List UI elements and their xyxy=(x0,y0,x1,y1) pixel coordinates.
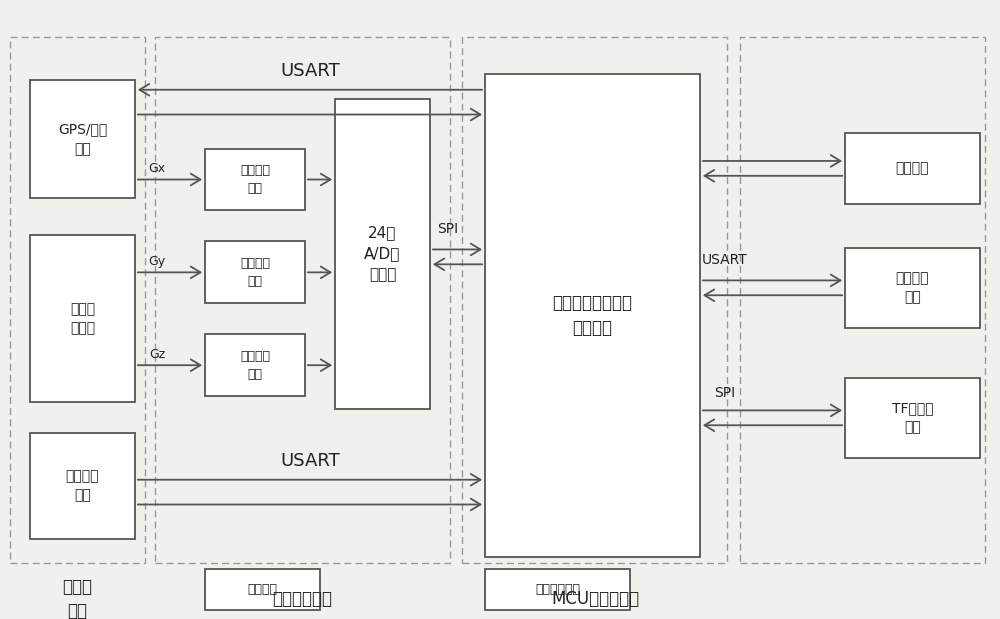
Text: Gz: Gz xyxy=(149,347,165,361)
Text: SPI: SPI xyxy=(437,222,459,236)
Bar xyxy=(30,80,135,198)
Bar xyxy=(485,74,700,557)
Text: 数据采集、处理及
姿态解算: 数据采集、处理及 姿态解算 xyxy=(552,294,633,337)
Bar xyxy=(845,133,980,204)
Text: USART: USART xyxy=(280,452,340,470)
Bar xyxy=(740,37,985,563)
Text: USART: USART xyxy=(280,62,340,80)
Bar xyxy=(335,99,430,409)
Bar xyxy=(485,569,630,610)
Text: Gx: Gx xyxy=(148,162,166,175)
Text: 矩阵键盘: 矩阵键盘 xyxy=(896,162,929,176)
Text: SPI: SPI xyxy=(714,386,736,400)
Bar xyxy=(205,334,305,396)
Text: 液晶显示
模块: 液晶显示 模块 xyxy=(896,271,929,305)
Text: 磁通门
传感器: 磁通门 传感器 xyxy=(70,302,95,335)
Text: USART: USART xyxy=(702,253,748,267)
Text: 时钟控制模块: 时钟控制模块 xyxy=(535,583,580,596)
Bar xyxy=(10,37,145,563)
Bar xyxy=(845,248,980,328)
Text: 电源模块: 电源模块 xyxy=(248,583,278,596)
Text: MCU控制器模块: MCU控制器模块 xyxy=(551,590,639,608)
Text: GPS/北斗
模块: GPS/北斗 模块 xyxy=(58,123,107,156)
Text: Gy: Gy xyxy=(148,254,166,268)
Text: 24位
A/D转
换模块: 24位 A/D转 换模块 xyxy=(364,225,401,282)
Bar xyxy=(462,37,727,563)
Bar xyxy=(845,378,980,458)
Bar xyxy=(205,241,305,303)
Text: TF卡存储
模块: TF卡存储 模块 xyxy=(892,401,933,435)
Bar xyxy=(155,37,450,563)
Text: 传感器
模块: 传感器 模块 xyxy=(62,578,92,619)
Bar xyxy=(30,235,135,402)
Text: 信号获取模块: 信号获取模块 xyxy=(272,590,332,608)
Text: 信号调理
模块: 信号调理 模块 xyxy=(240,350,270,381)
Bar xyxy=(30,433,135,539)
Bar xyxy=(205,569,320,610)
Text: 信号调理
模块: 信号调理 模块 xyxy=(240,164,270,195)
Bar xyxy=(205,149,305,210)
Text: 信号调理
模块: 信号调理 模块 xyxy=(240,257,270,288)
Text: 惯性测量
模块: 惯性测量 模块 xyxy=(66,469,99,503)
